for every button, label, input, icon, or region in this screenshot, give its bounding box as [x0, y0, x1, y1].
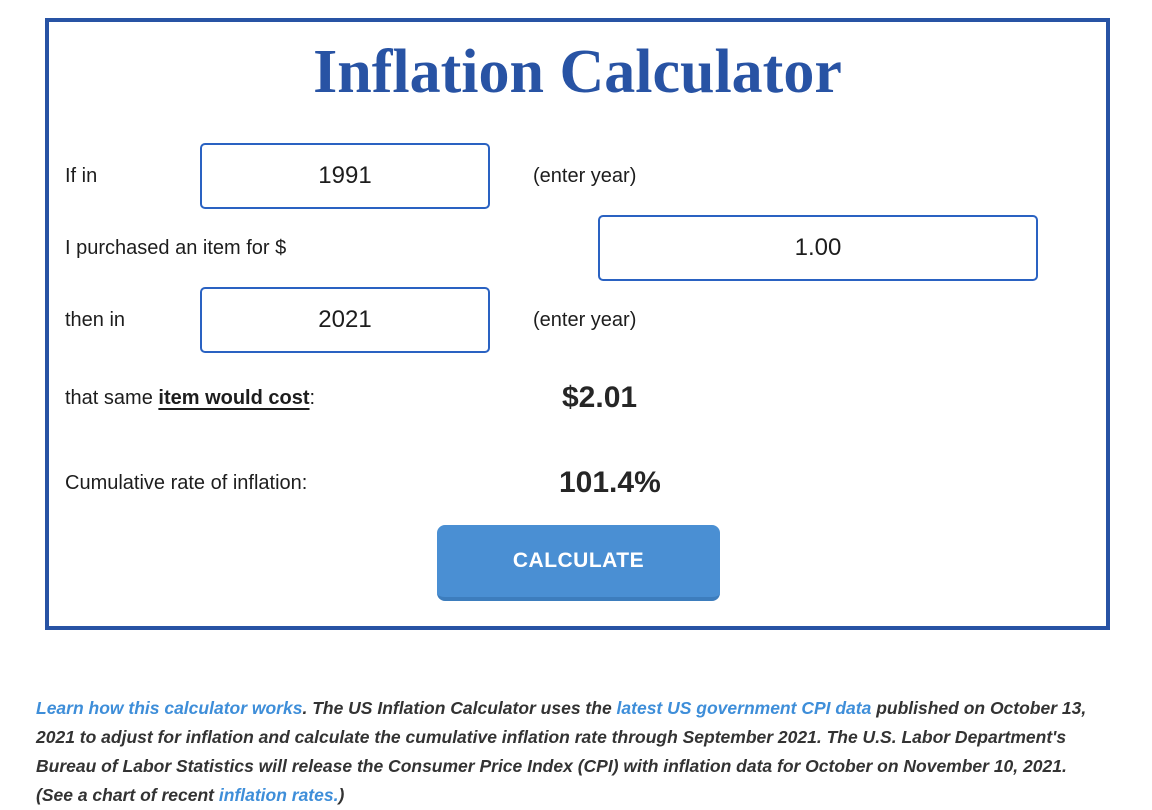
- footer-text-segment-1: . The US Inflation Calculator uses the: [302, 698, 617, 718]
- calculate-button[interactable]: CALCULATE: [437, 525, 720, 601]
- result-cost-label-prefix: that same: [65, 387, 159, 409]
- end-year-label: then in: [65, 309, 126, 331]
- footer-text-segment-3: ): [338, 785, 345, 805]
- footer-description: Learn how this calculator works. The US …: [36, 694, 1098, 810]
- end-year-hint: (enter year): [533, 309, 637, 331]
- result-cost-label: that same item would cost:: [65, 386, 315, 410]
- result-rate-value: 101.4%: [559, 466, 661, 499]
- start-year-hint: (enter year): [533, 165, 637, 187]
- start-year-input[interactable]: [200, 143, 490, 209]
- result-cost-label-suffix: :: [309, 387, 316, 409]
- inflation-calculator-panel: Inflation Calculator If in (enter year) …: [45, 18, 1110, 630]
- end-year-input[interactable]: [200, 287, 490, 353]
- start-year-label: If in: [65, 165, 98, 187]
- amount-label: I purchased an item for $: [65, 237, 287, 259]
- page-title: Inflation Calculator: [313, 38, 842, 106]
- cpi-data-link[interactable]: latest US government CPI data: [616, 698, 872, 718]
- result-cost-value: $2.01: [562, 381, 638, 414]
- inflation-rates-link[interactable]: inflation rates.: [218, 785, 339, 805]
- amount-input[interactable]: [598, 215, 1038, 281]
- footer-text-segment-2: published on October 13, 2021 to adjust …: [36, 698, 1087, 805]
- result-rate-label: Cumulative rate of inflation:: [65, 472, 308, 494]
- result-cost-label-emphasis: item would cost: [158, 387, 310, 409]
- how-it-works-link[interactable]: Learn how this calculator works: [36, 698, 303, 718]
